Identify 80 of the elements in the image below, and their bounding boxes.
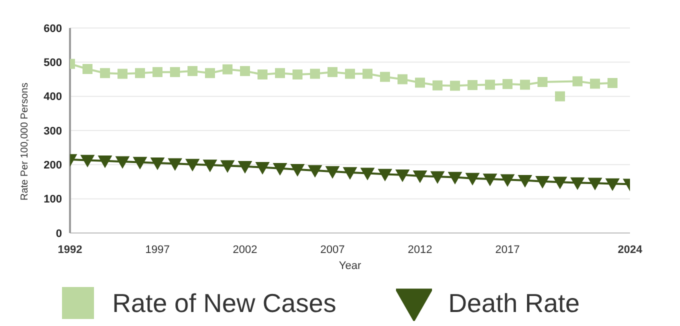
- point: [132, 156, 148, 170]
- point: [415, 78, 425, 88]
- point: [100, 68, 110, 78]
- y-tick-label: 200: [44, 160, 62, 172]
- point: [115, 156, 130, 169]
- point: [502, 79, 512, 90]
- point: [500, 174, 515, 187]
- point: [380, 72, 390, 82]
- point: [135, 68, 145, 78]
- x-axis-title: Year: [338, 260, 362, 272]
- y-tick-label: 400: [44, 91, 62, 104]
- point: [468, 80, 478, 90]
- point: [342, 167, 358, 180]
- x-tick-label: 2024: [618, 244, 644, 256]
- point: [255, 162, 270, 175]
- point: [82, 64, 92, 74]
- point: [310, 68, 320, 79]
- x-tick-label: 1992: [58, 244, 82, 256]
- point: [240, 66, 250, 76]
- point: [448, 172, 462, 185]
- point: [590, 78, 600, 89]
- point: [538, 76, 548, 87]
- point: [608, 78, 618, 88]
- point: [450, 80, 460, 91]
- x-tick-label: 2007: [320, 244, 345, 256]
- y-axis-title: Rate Per 100,000 Persons: [20, 82, 31, 200]
- point: [98, 156, 112, 168]
- point: [328, 67, 338, 78]
- point: [430, 171, 445, 184]
- point: [258, 69, 268, 80]
- legend-label: Rate of New Cases: [112, 288, 336, 318]
- y-tick-label: 300: [44, 125, 62, 138]
- point: [535, 176, 550, 189]
- x-tick-label: 2012: [408, 244, 432, 256]
- legend-label: Death Rate: [448, 288, 580, 318]
- point: [432, 80, 442, 90]
- x-tick-label: 1997: [145, 244, 170, 256]
- point: [325, 166, 340, 179]
- point: [360, 168, 375, 180]
- point: [152, 67, 162, 78]
- point: [170, 67, 180, 78]
- point: [202, 160, 218, 172]
- point: [398, 74, 408, 84]
- y-tick-label: 0: [56, 228, 62, 240]
- point: [518, 174, 532, 188]
- point: [552, 176, 568, 190]
- point: [588, 178, 602, 190]
- y-tick-label: 600: [44, 22, 62, 35]
- point: [275, 68, 285, 78]
- point: [220, 160, 235, 173]
- point: [80, 154, 95, 168]
- point: [345, 68, 355, 79]
- point: [188, 66, 198, 76]
- point: [362, 68, 372, 79]
- point: [572, 76, 582, 86]
- point: [238, 160, 252, 174]
- point: [168, 158, 182, 171]
- point: [222, 64, 232, 74]
- point: [150, 158, 165, 170]
- point: [465, 172, 480, 186]
- point: [292, 69, 302, 80]
- point: [482, 174, 498, 186]
- point: [520, 80, 530, 90]
- point: [308, 165, 322, 178]
- y-tick-label: 100: [44, 194, 62, 206]
- point: [290, 164, 305, 177]
- point: [570, 177, 585, 190]
- point: [272, 163, 288, 176]
- point: [118, 68, 128, 79]
- point: [605, 178, 620, 191]
- point: [205, 68, 215, 78]
- point: [412, 170, 428, 184]
- point: [378, 168, 392, 182]
- y-tick-label: 500: [44, 57, 62, 70]
- point: [555, 91, 565, 102]
- point: [395, 170, 410, 182]
- point: [485, 80, 495, 90]
- point: [185, 158, 200, 172]
- x-tick-label: 2002: [232, 244, 258, 256]
- x-tick-label: 2017: [495, 244, 520, 256]
